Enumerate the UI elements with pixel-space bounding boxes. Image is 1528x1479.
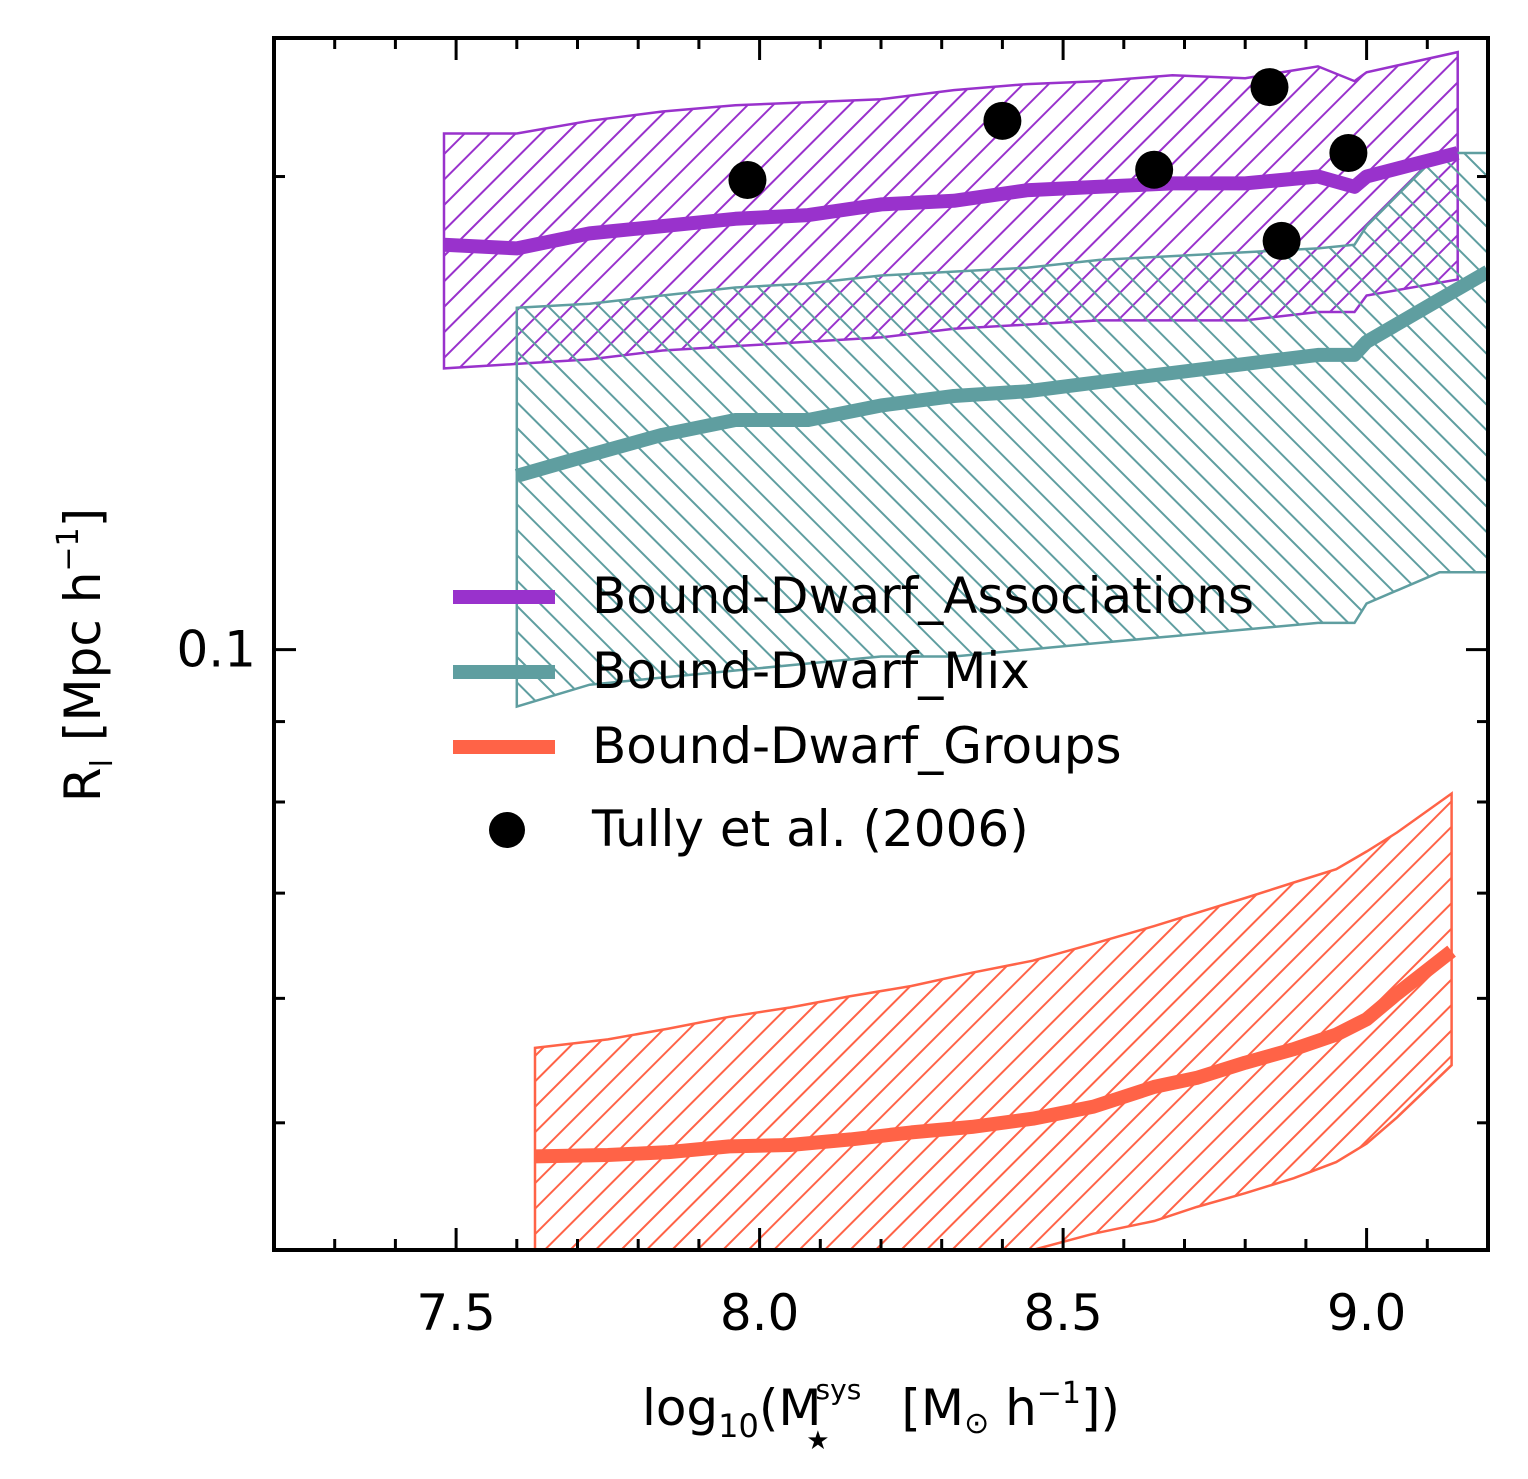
- median-line-groups: [534, 945, 1456, 1164]
- median-line-mix: [514, 265, 1488, 483]
- legend-label-groups: Bound-Dwarf_Groups: [592, 717, 1122, 775]
- legend-label-associations: Bound-Dwarf_Associations: [592, 567, 1254, 625]
- y-axis: 0.1: [176, 175, 1488, 1125]
- band-groups: [533, 791, 1453, 1250]
- tully-point: [1262, 221, 1301, 260]
- tully-point: [1329, 134, 1368, 173]
- tully-point: [1250, 68, 1289, 107]
- y-tick-label: 0.1: [176, 621, 256, 679]
- x-tick-label: 9.0: [1327, 1284, 1407, 1342]
- x-tick-label: 8.5: [1023, 1284, 1103, 1342]
- tully-point: [983, 101, 1022, 140]
- y-axis-label: Rl[Mpc h−1]: [51, 508, 120, 802]
- tully-point: [728, 160, 767, 199]
- band-mix: [515, 151, 1488, 709]
- x-tick-label: 7.5: [416, 1284, 496, 1342]
- median-line-associations: [443, 146, 1460, 256]
- legend-marker-tully: [489, 812, 525, 848]
- x-axis: 7.5 8.0 8.5 9.0: [272, 38, 1490, 1342]
- tully-point: [1135, 150, 1174, 189]
- tully-points: [728, 68, 1368, 260]
- x-axis-label: log10(Msys ★ [M⊙ h−1]): [642, 1373, 1120, 1456]
- x-tick-label: 8.0: [720, 1284, 800, 1342]
- legend-label-mix: Bound-Dwarf_Mix: [592, 642, 1030, 700]
- legend-label-tully: Tully et al. (2006): [591, 800, 1029, 858]
- legend: Bound-Dwarf_Associations Bound-Dwarf_Mix…: [453, 567, 1254, 858]
